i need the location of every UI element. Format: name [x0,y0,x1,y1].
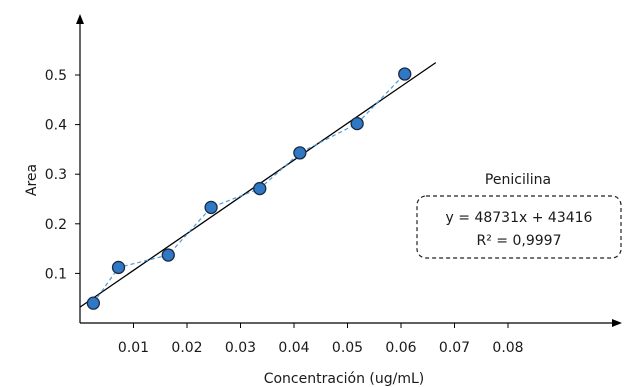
y-tick-label: 0.3 [45,167,67,183]
point-connector-line [92,73,406,304]
x-tick-label: 0.04 [278,340,309,356]
legend-equation: y = 48731x + 43416 [446,210,593,226]
data-point [293,146,307,160]
x-tick-label: 0.08 [492,340,523,356]
x-tick-label: 0.02 [171,340,202,356]
x-tick-label: 0.01 [118,340,149,356]
data-point [350,116,364,131]
x-axis-arrow [612,319,622,327]
data-point [398,67,412,81]
y-axis-ticks: 0.1 0.2 0.3 0.4 0.5 [45,68,80,282]
data-point [253,181,267,196]
data-point [161,248,175,262]
data-points [86,67,412,310]
data-point [86,296,101,310]
y-tick-label: 0.5 [45,68,67,84]
legend-r-squared: R² = 0,9997 [477,233,562,249]
x-tick-label: 0.06 [385,340,416,356]
legend-title: Penicilina [485,172,551,188]
y-axis-title: Area [24,164,40,196]
axes [76,14,622,327]
x-axis-title: Concentración (ug/mL) [264,371,425,387]
legend-frame [416,195,622,259]
y-tick-label: 0.1 [45,266,67,282]
y-tick-label: 0.4 [45,118,67,134]
y-tick-label: 0.2 [45,217,67,233]
legend-box: Penicilina y = 48731x + 43416 R² = 0,999… [416,172,622,259]
x-axis-ticks: 0.01 0.02 0.03 0.04 0.05 0.06 0.07 0.08 [118,323,524,356]
y-axis-arrow [76,14,84,24]
data-point [204,200,218,215]
data-point [111,260,126,275]
x-tick-label: 0.07 [439,340,470,356]
x-tick-label: 0.05 [332,340,363,356]
x-tick-label: 0.03 [225,340,256,356]
